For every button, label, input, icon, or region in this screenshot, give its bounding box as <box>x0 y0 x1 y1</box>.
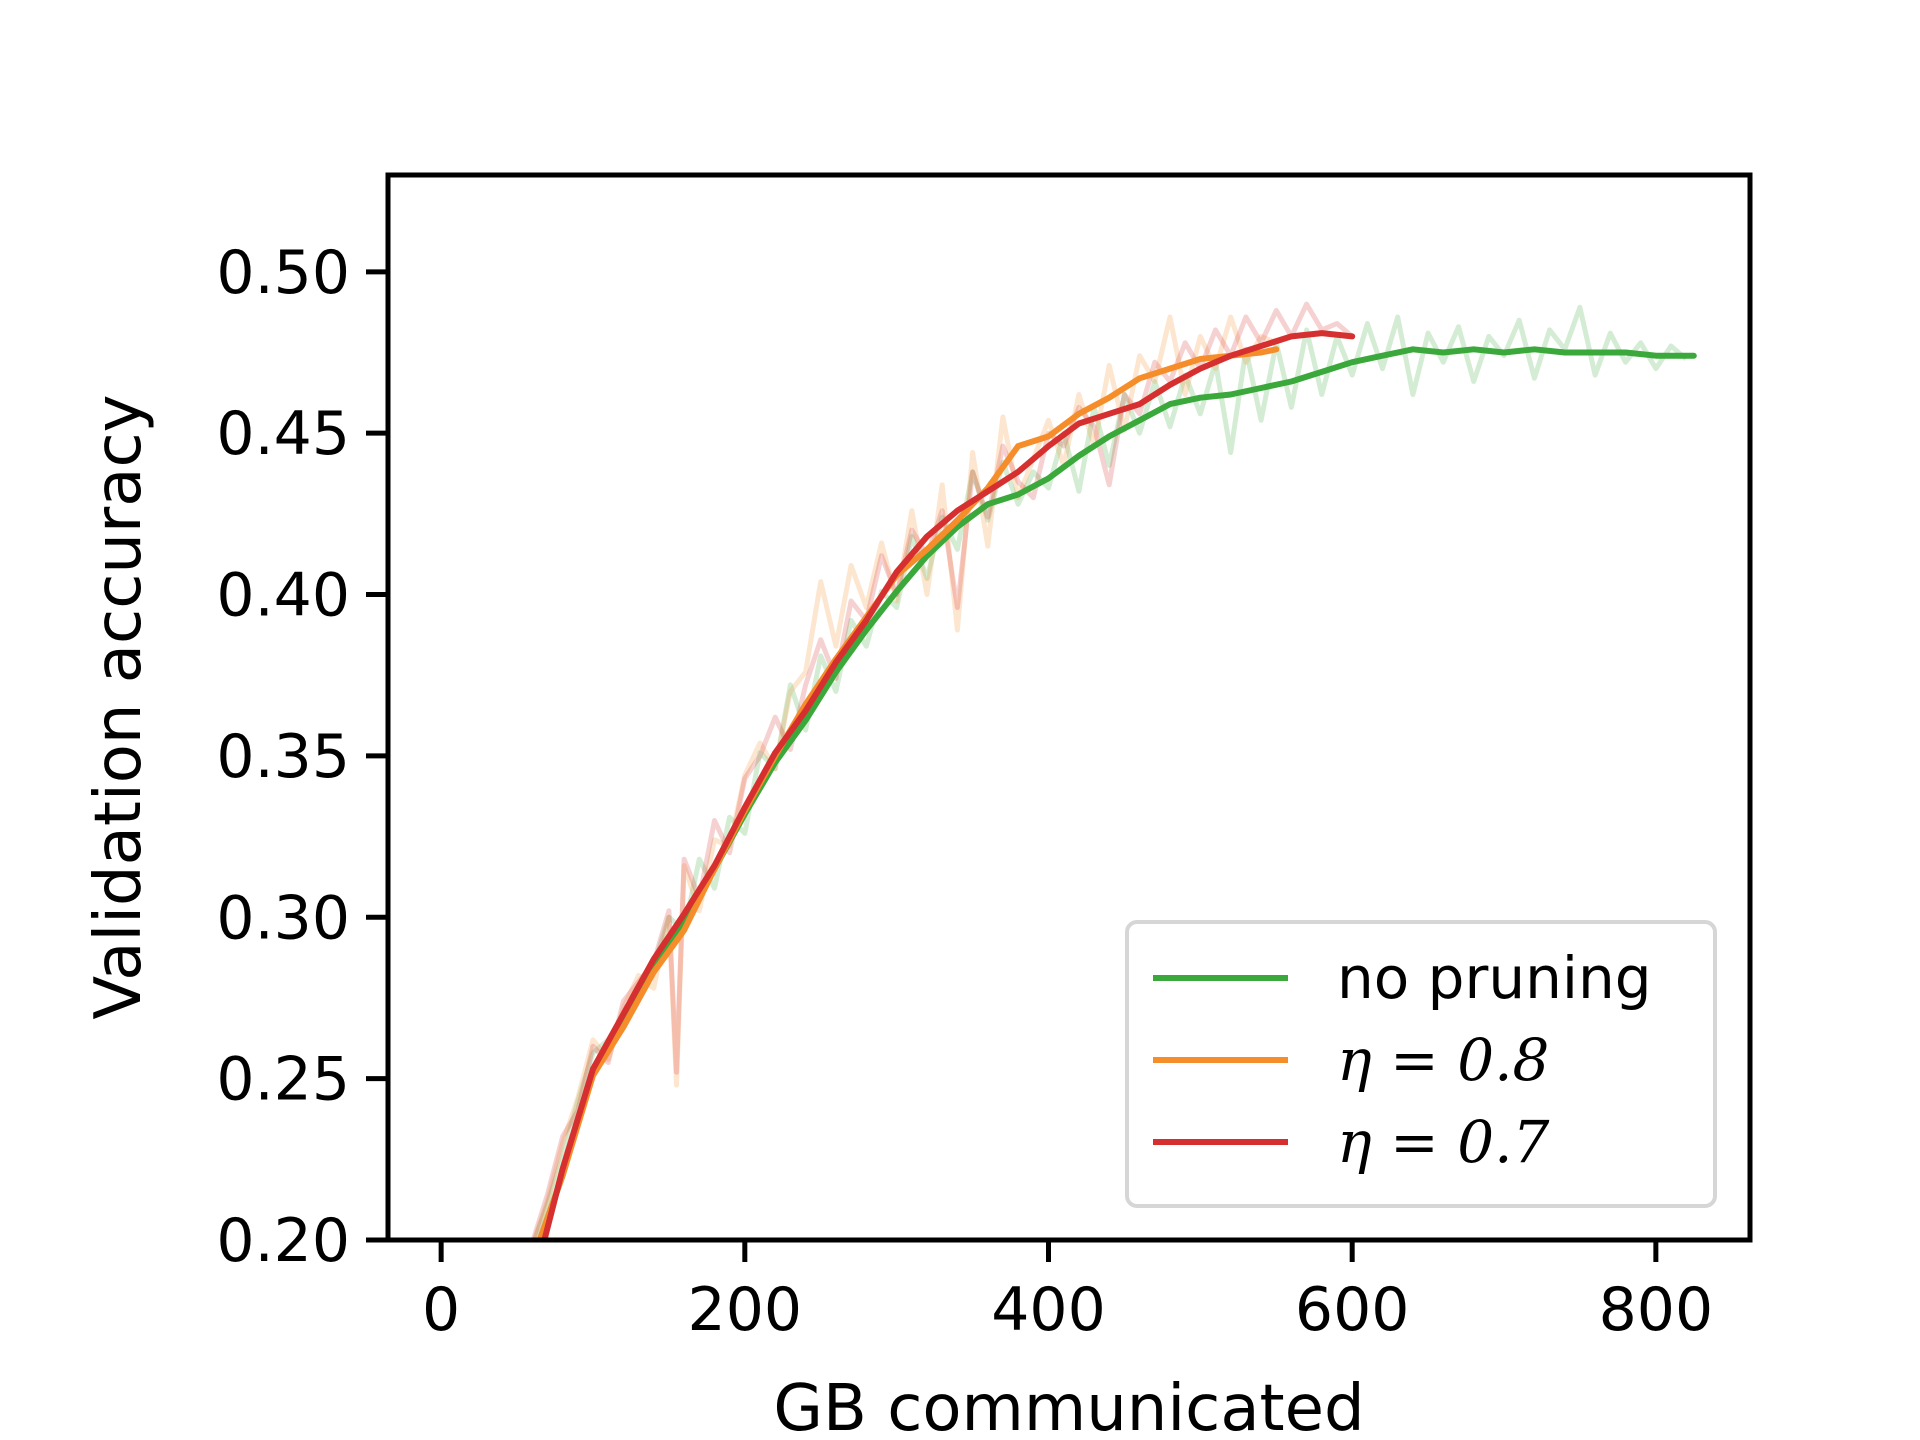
legend-label-no-pruning: no pruning <box>1337 944 1652 1012</box>
series-eta-0-8-line <box>536 346 1280 1240</box>
legend: no pruning η = 0.8 η = 0.7 <box>1125 920 1717 1208</box>
y-axis: 0.20 0.25 0.30 0.35 0.40 0.45 0.50 <box>216 238 388 1276</box>
x-axis: 0 200 400 600 800 <box>422 1240 1713 1345</box>
smoothed-series-group <box>536 330 1697 1240</box>
legend-label-eta-0-8: η = 0.8 <box>1337 1026 1549 1094</box>
x-tick-label: 200 <box>688 1275 803 1345</box>
y-tick-label: 0.25 <box>216 1045 350 1115</box>
x-tick-label: 0 <box>422 1275 460 1345</box>
legend-label-eta-0-7: η = 0.7 <box>1337 1108 1550 1176</box>
y-tick-label: 0.40 <box>216 561 350 631</box>
y-axis-label: Validation accuracy <box>82 394 156 1019</box>
legend-box <box>1125 920 1717 1208</box>
x-tick-label: 800 <box>1599 1275 1714 1345</box>
y-tick-label: 0.45 <box>216 399 350 469</box>
series-eta-0-7-line <box>541 330 1356 1240</box>
y-tick-label: 0.35 <box>216 722 350 792</box>
y-tick-label: 0.50 <box>216 238 350 308</box>
x-tick-label: 600 <box>1295 1275 1410 1345</box>
x-axis-label: GB communicated <box>773 1372 1364 1440</box>
plot-frame <box>385 172 1753 1243</box>
y-tick-label: 0.30 <box>216 883 350 953</box>
y-tick-label: 0.20 <box>216 1206 350 1276</box>
x-tick-label: 400 <box>991 1275 1106 1345</box>
